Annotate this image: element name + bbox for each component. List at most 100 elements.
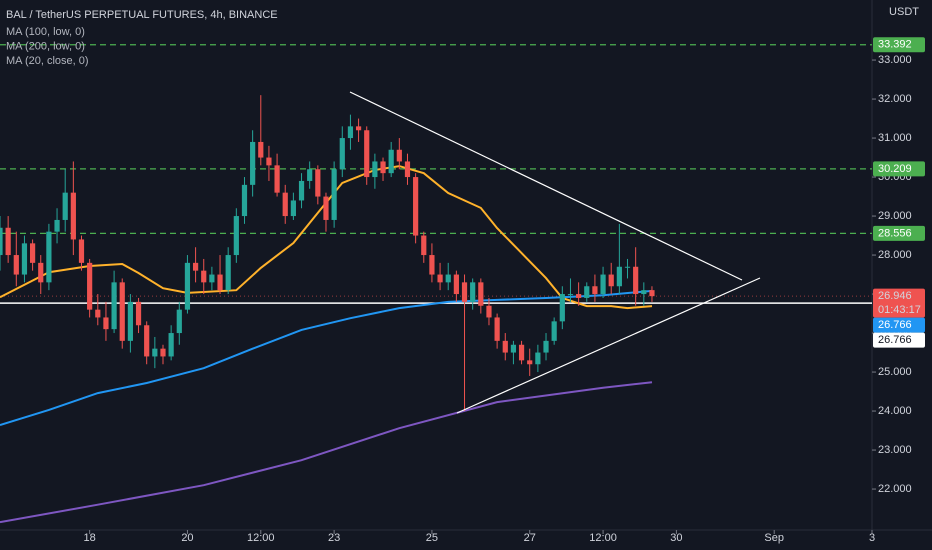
candle-body <box>160 348 166 357</box>
candle-body <box>111 282 117 330</box>
level-label: 30.209 <box>878 163 912 175</box>
price-axis: 22.00023.00024.00025.00026.00027.00028.0… <box>872 37 925 495</box>
candle-body <box>152 348 158 357</box>
candle-body <box>192 262 199 271</box>
candle-body <box>380 161 386 174</box>
candle-body <box>62 192 68 220</box>
candle-body <box>29 243 36 263</box>
trendline-upper <box>349 91 743 281</box>
candle-body <box>347 126 354 139</box>
level-label-box <box>873 37 925 53</box>
candle-body <box>13 255 19 275</box>
candle-body <box>518 344 525 361</box>
countdown-label: 01:43:17 <box>878 304 921 316</box>
candle-body <box>38 262 44 283</box>
x-tick-label: 23 <box>328 532 340 544</box>
x-tick-label: 30 <box>670 532 682 544</box>
candle-body <box>461 282 468 302</box>
candle-body <box>535 352 541 365</box>
candle-body <box>649 290 655 297</box>
y-tick-label: 24.000 <box>878 405 912 417</box>
candle-body <box>201 270 207 283</box>
candle-body <box>551 321 557 341</box>
candle-body <box>404 161 411 178</box>
candle-body <box>323 196 329 220</box>
x-tick-label: 20 <box>181 532 193 544</box>
ma-label-box <box>873 317 925 333</box>
x-tick-label: 27 <box>524 532 536 544</box>
candle-body <box>135 301 142 326</box>
moving-average-line <box>0 289 653 427</box>
level-label: 28.556 <box>878 227 912 239</box>
candle-body <box>144 325 150 357</box>
candle-body <box>290 200 296 217</box>
candle-body <box>5 227 11 256</box>
y-tick-label: 33.000 <box>878 54 912 66</box>
candle-body <box>241 184 248 217</box>
moving-average-line <box>0 381 653 524</box>
trendline-lower <box>456 277 761 414</box>
candle-body <box>78 239 85 263</box>
candle-body <box>576 294 582 298</box>
candle-body <box>616 266 622 287</box>
legend-entry: MA (200, low, 0) <box>6 40 85 52</box>
candle-body <box>307 169 313 181</box>
candle-body <box>494 317 500 341</box>
axis-unit: USDT <box>889 6 919 18</box>
candle-body <box>95 309 101 318</box>
candle-body <box>217 274 223 291</box>
candle-body <box>233 216 239 256</box>
candle-body <box>559 294 565 322</box>
candle-body <box>21 243 28 275</box>
x-tick-label: 25 <box>426 532 438 544</box>
candle-body <box>510 344 517 353</box>
candle-body <box>0 227 3 256</box>
candle-body <box>355 126 362 131</box>
candle-body <box>413 177 419 236</box>
y-tick-label: 28.000 <box>878 249 912 261</box>
candle-body <box>282 192 288 217</box>
candle-body <box>258 141 264 158</box>
candle-body <box>429 255 435 275</box>
legend-entry: MA (100, low, 0) <box>6 26 85 38</box>
x-tick-label: 12:00 <box>589 532 617 544</box>
candle-body <box>54 219 60 232</box>
candle-body <box>453 274 459 295</box>
candle-body <box>608 274 614 287</box>
candle-body <box>176 309 182 334</box>
x-tick-label: 18 <box>84 532 96 544</box>
chart-title: BAL / TetherUS PERPETUAL FUTURES, 4h, BI… <box>6 9 278 21</box>
x-tick-label: 3 <box>869 532 875 544</box>
y-tick-label: 22.000 <box>878 483 912 495</box>
candle-body <box>298 180 305 201</box>
candle-body <box>641 290 647 295</box>
level-label: 33.392 <box>878 39 912 51</box>
candle-body <box>633 266 639 295</box>
candle-body <box>543 340 549 353</box>
candle-body <box>209 274 215 283</box>
candle-body <box>168 333 174 357</box>
level-label: 26.766 <box>878 334 912 346</box>
candle-body <box>600 274 606 295</box>
candle-body <box>624 266 631 268</box>
candle-body <box>437 274 443 283</box>
candle-body <box>527 360 533 365</box>
candle-body <box>46 231 52 283</box>
candle-body <box>445 274 451 283</box>
ma-label: 26.766 <box>878 319 912 331</box>
candle-body <box>70 192 76 240</box>
candle-body <box>266 157 272 166</box>
candle-body <box>396 149 402 162</box>
candle-body <box>364 130 370 178</box>
candle-body <box>225 255 231 291</box>
candle-body <box>103 317 109 330</box>
y-tick-label: 23.000 <box>878 444 912 456</box>
candle-body <box>87 262 93 310</box>
candle-body <box>339 138 345 170</box>
candle-body <box>119 282 125 341</box>
level-label-box <box>873 161 925 177</box>
candle-body <box>274 165 280 193</box>
last-price-label: 26.946 <box>878 290 912 302</box>
